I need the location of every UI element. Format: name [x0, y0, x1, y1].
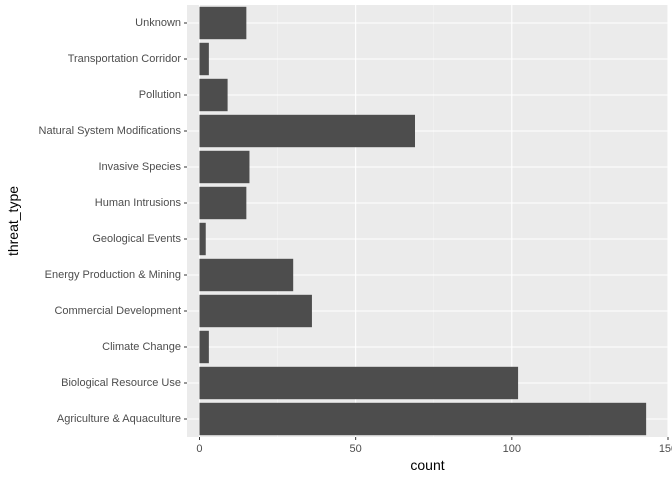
bar — [199, 402, 647, 436]
y-tick-label: Climate Change — [102, 341, 181, 353]
x-tick-label: 100 — [503, 443, 521, 455]
bar — [199, 366, 519, 400]
y-tick-label: Agriculture & Aquaculture — [57, 413, 181, 425]
bar — [199, 222, 206, 256]
x-axis: 0 50 100 150 — [196, 437, 672, 455]
y-tick-label: Pollution — [139, 89, 181, 101]
bars — [199, 6, 647, 436]
x-tick-label: 0 — [196, 443, 202, 455]
y-tick-label: Invasive Species — [98, 161, 181, 173]
bar — [199, 6, 247, 40]
y-tick-label: Geological Events — [92, 233, 181, 245]
bar — [199, 258, 294, 292]
bar — [199, 42, 209, 76]
x-tick-label: 50 — [350, 443, 362, 455]
bar — [199, 78, 228, 112]
y-tick-label: Transportation Corridor — [68, 53, 182, 65]
bar — [199, 294, 312, 328]
y-tick-label: Commercial Development — [54, 305, 181, 317]
bar — [199, 186, 247, 220]
y-tick-label: Natural System Modifications — [39, 125, 182, 137]
bar — [199, 150, 250, 184]
y-tick-label: Energy Production & Mining — [45, 269, 181, 281]
y-tick-label: Human Intrusions — [95, 197, 182, 209]
bar — [199, 330, 209, 364]
y-tick-label: Biological Resource Use — [61, 377, 181, 389]
x-axis-title: count — [410, 457, 444, 473]
plot-panel — [187, 5, 668, 437]
y-tick-label: Unknown — [135, 17, 181, 29]
bar — [199, 114, 416, 148]
x-tick-label: 150 — [659, 443, 672, 455]
y-axis-title: threat_type — [5, 186, 21, 256]
y-axis: Agriculture & Aquaculture Biological Reso… — [39, 17, 187, 425]
